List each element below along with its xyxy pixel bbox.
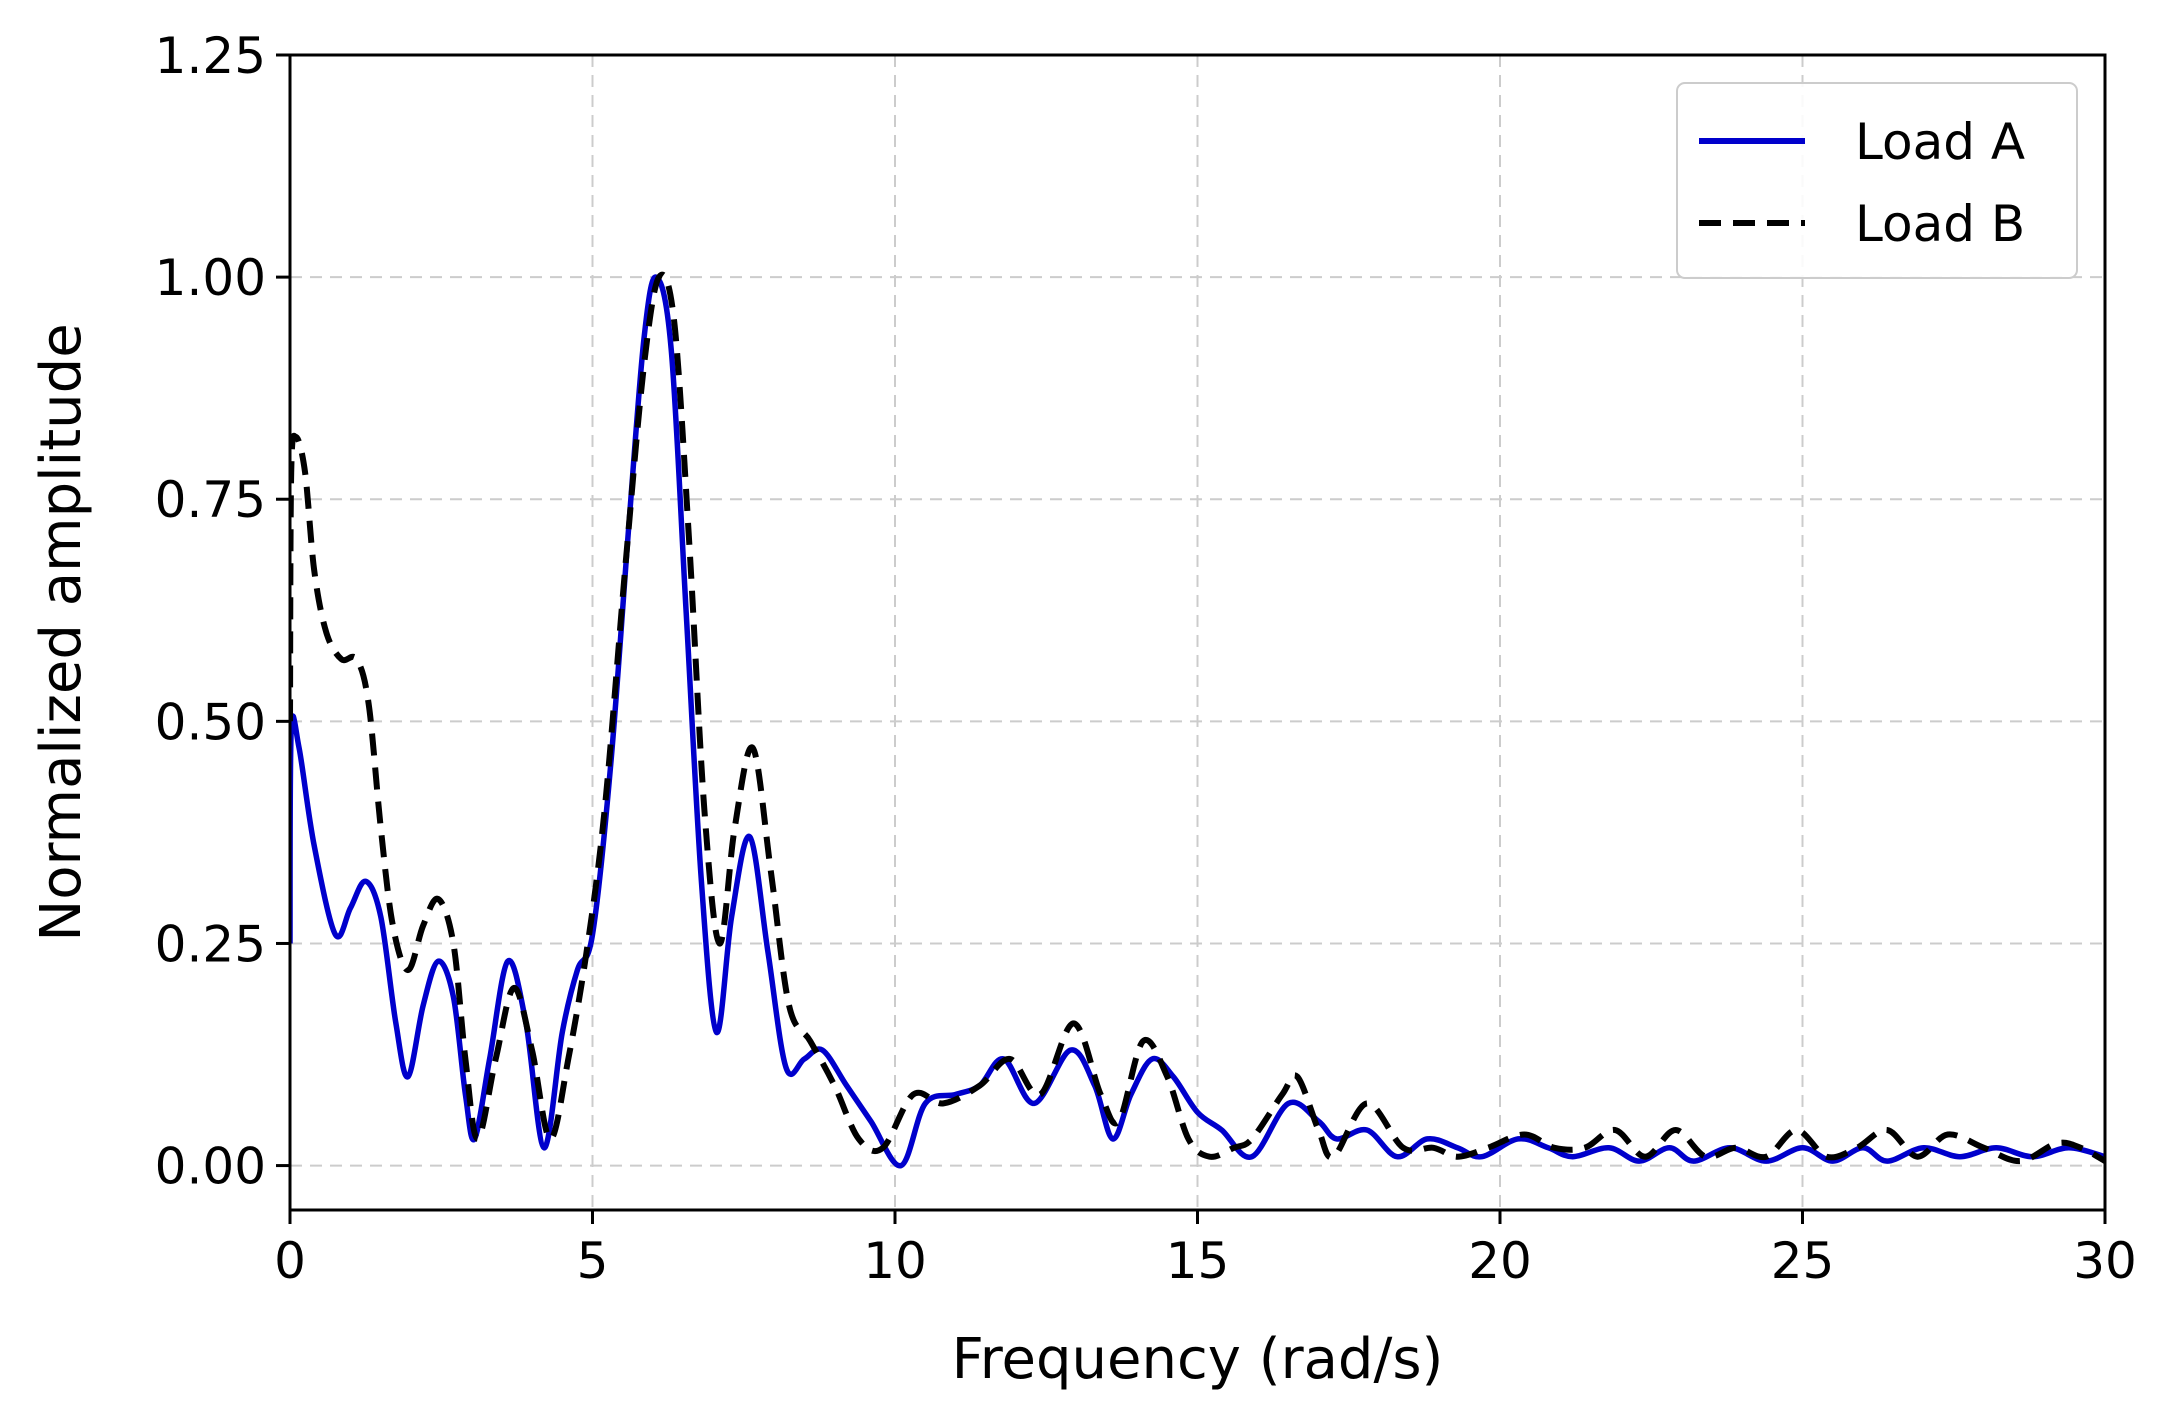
legend: Load A Load B <box>1676 82 2078 279</box>
y-tick-label: 0.75 <box>155 471 266 529</box>
y-axis-label: Normalized amplitude <box>29 323 94 941</box>
y-axis-ticks: 0.00 0.25 0.50 0.75 1.00 1.25 <box>155 27 290 1196</box>
y-tick-label: 1.25 <box>155 27 266 85</box>
x-axis-ticks: 0 5 10 15 20 25 30 <box>274 1210 2137 1290</box>
series-line-load-a <box>290 274 2105 1169</box>
y-tick-label: 1.00 <box>155 249 266 307</box>
x-tick-label: 10 <box>863 1232 927 1290</box>
x-tick-label: 20 <box>1468 1232 1532 1290</box>
x-tick-label: 30 <box>2073 1232 2137 1290</box>
y-tick-label: 0.00 <box>155 1138 266 1196</box>
legend-label-load-a: Load A <box>1855 113 2025 171</box>
series-lines <box>290 271 2105 1169</box>
y-tick-label: 0.50 <box>155 693 266 751</box>
y-tick-label: 0.25 <box>155 915 266 973</box>
x-tick-label: 0 <box>274 1232 306 1290</box>
x-tick-label: 5 <box>577 1232 609 1290</box>
series-line-load-b <box>290 271 2105 1165</box>
legend-label-load-b: Load B <box>1855 195 2025 253</box>
x-tick-label: 25 <box>1771 1232 1835 1290</box>
x-axis-label: Frequency (rad/s) <box>952 1327 1444 1392</box>
x-tick-label: 15 <box>1166 1232 1230 1290</box>
legend-box <box>1676 82 2078 279</box>
